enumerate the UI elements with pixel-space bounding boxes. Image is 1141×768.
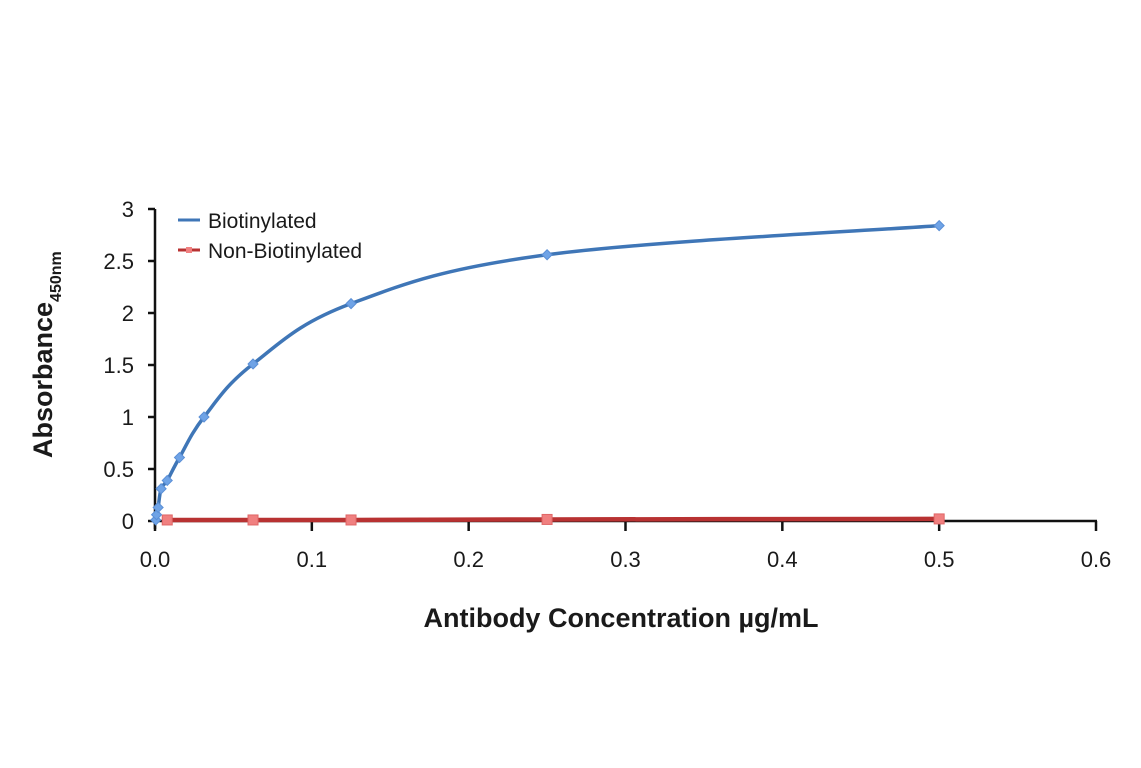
y-tick-label: 1.5 [103, 353, 134, 378]
legend-label: Non-Biotinylated [208, 240, 362, 263]
legend-item-biotinylated: Biotinylated [178, 210, 317, 233]
data-point-diamond [152, 501, 164, 514]
x-tick-label: 0.5 [924, 547, 955, 572]
y-axis-title: Absorbance450nm [28, 251, 65, 458]
y-tick-label: 3 [122, 197, 134, 222]
x-tick-label: 0.2 [453, 547, 484, 572]
x-tick-label: 0.1 [297, 547, 328, 572]
y-tick-label: 2.5 [103, 249, 134, 274]
legend-item-non-biotinylated: Non-Biotinylated [178, 240, 362, 263]
data-point-diamond [933, 219, 945, 232]
data-point-square [345, 514, 357, 526]
data-point-square [161, 514, 173, 526]
data-point-square [247, 514, 259, 526]
x-axis-ticks: 0.0 0.1 0.2 0.3 0.4 0.5 0.6 [140, 521, 1112, 572]
legend-marker-icon [186, 247, 192, 253]
data-point-diamond [345, 297, 357, 310]
y-axis-ticks: 0 0.5 1 1.5 2 2.5 3 [103, 197, 155, 534]
y-tick-label: 0 [122, 509, 134, 534]
data-point-diamond [161, 474, 173, 487]
data-point-diamond [247, 358, 259, 370]
data-point-diamond [150, 509, 163, 521]
y-tick-label: 1 [122, 405, 134, 430]
x-tick-label: 0.3 [610, 547, 641, 572]
x-tick-label: 0.0 [140, 547, 171, 572]
data-point-square [933, 513, 945, 525]
data-point-diamond [173, 451, 186, 464]
series-non-biotinylated [161, 513, 945, 526]
legend: Biotinylated Non-Biotinylated [178, 210, 362, 263]
data-point-diamond [541, 249, 553, 261]
x-axis-title: Antibody Concentration µg/mL [423, 603, 818, 633]
legend-label: Biotinylated [208, 210, 317, 233]
y-tick-label: 2 [122, 301, 134, 326]
x-tick-label: 0.4 [767, 547, 798, 572]
x-tick-label: 0.6 [1081, 547, 1112, 572]
y-tick-label: 0.5 [103, 457, 134, 482]
series-layer [150, 219, 945, 526]
series-biotinylated [150, 219, 945, 526]
data-point-diamond [198, 411, 210, 423]
data-point-diamond [155, 483, 167, 495]
data-point-square [541, 513, 553, 525]
